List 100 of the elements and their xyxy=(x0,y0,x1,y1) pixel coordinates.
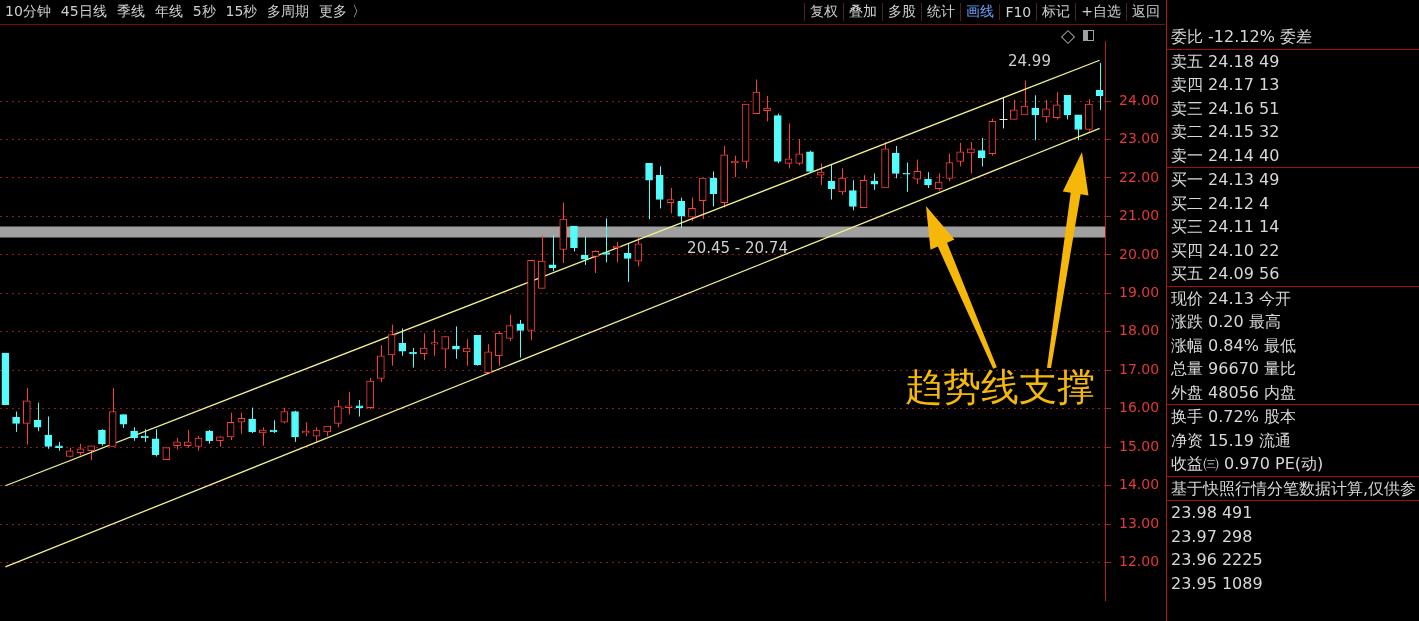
text: 15秒 xyxy=(224,3,259,21)
candlestick xyxy=(248,407,256,434)
text: 统计 xyxy=(921,3,961,21)
candlestick xyxy=(1052,91,1061,120)
candlestick xyxy=(602,217,610,263)
y-tick-label: 20.00 xyxy=(1119,245,1160,262)
text: 涨跌 0.20 最高 xyxy=(1170,311,1282,333)
text: 买三 24.11 14 xyxy=(1170,216,1281,238)
candlestick xyxy=(516,319,525,359)
text: 季线 xyxy=(115,3,146,21)
candlestick xyxy=(677,197,686,229)
text: 买五 24.09 56 xyxy=(1167,262,1419,287)
candlestick xyxy=(688,197,696,222)
candlestick xyxy=(967,141,975,174)
candlestick xyxy=(902,162,911,193)
y-tick-label: 15.00 xyxy=(1119,437,1160,454)
text: F10 xyxy=(999,4,1037,20)
candlestick xyxy=(849,179,857,211)
candlestick xyxy=(570,225,578,252)
y-tick-label: 24.00 xyxy=(1119,91,1160,108)
y-tick-label: 23.00 xyxy=(1119,130,1160,147)
candlestick xyxy=(623,243,632,283)
candlestick xyxy=(1031,94,1040,141)
candlestick xyxy=(505,314,514,342)
y-tick-label: 16.00 xyxy=(1119,399,1160,416)
y-tick-label: 13.00 xyxy=(1119,514,1160,531)
candlestick xyxy=(344,391,353,416)
candlestick xyxy=(634,237,643,267)
y-tick-label: 14.00 xyxy=(1119,476,1160,493)
candlestick xyxy=(838,167,846,196)
y-tick-label: 19.00 xyxy=(1119,284,1160,301)
annotation: 24.99 xyxy=(1008,52,1051,70)
candlestick xyxy=(945,153,954,182)
candlestick xyxy=(999,96,1008,129)
text: 标记 xyxy=(1036,3,1076,21)
candlestick xyxy=(1042,99,1050,124)
candlestick xyxy=(151,428,160,457)
y-tick-label: 17.00 xyxy=(1119,360,1160,377)
text: 卖一 24.14 40 xyxy=(1167,143,1419,168)
candlestick xyxy=(784,122,793,169)
text: 换手 0.72% 股本 xyxy=(1170,406,1297,428)
text: 卖五 24.18 49 xyxy=(1170,50,1281,73)
text: 23.98 491 xyxy=(1170,502,1254,524)
text: 买一 24.13 49 xyxy=(1170,169,1281,191)
text: 多股 xyxy=(882,3,922,21)
y-tick-label: 12.00 xyxy=(1119,553,1160,570)
text: 卖二 24.15 32 xyxy=(1170,121,1281,143)
candlestick xyxy=(33,402,42,432)
candlestick xyxy=(495,330,503,367)
text: 基于快照行情分笔数据计算,仅供参 xyxy=(1167,476,1419,501)
candlestick xyxy=(419,332,428,361)
candlestick xyxy=(237,412,246,435)
text: 买四 24.10 22 xyxy=(1170,239,1281,262)
candlestick xyxy=(891,145,900,179)
candlestick xyxy=(430,329,439,357)
text: 外盘 48056 内盘 xyxy=(1167,380,1419,405)
candlestick xyxy=(816,162,825,186)
candlestick xyxy=(441,335,450,369)
text: 净资 15.19 流通 xyxy=(1170,429,1292,452)
text: 更多 〉 xyxy=(318,3,367,21)
candlestick xyxy=(956,142,964,167)
candlestick xyxy=(398,327,407,357)
text: 买二 24.12 4 xyxy=(1170,192,1271,215)
text: +自选 xyxy=(1075,3,1126,21)
text: 收益㈢ 0.970 PE(动) xyxy=(1167,452,1419,477)
candlestick xyxy=(484,343,492,374)
candlestick xyxy=(591,249,600,274)
text: 卖三 24.16 51 xyxy=(1170,97,1281,120)
candlestick xyxy=(977,137,986,167)
text: 现价 24.13 今开 xyxy=(1170,287,1292,310)
candlestick xyxy=(334,399,342,428)
text: 委比 -12.12% 委差 xyxy=(1167,25,1419,50)
candlestick xyxy=(22,387,31,446)
text: 23.95 1089 xyxy=(1170,572,1264,595)
text: 卖四 24.17 13 xyxy=(1170,74,1281,96)
text: 涨幅 0.84% 最低 xyxy=(1170,334,1297,357)
annotation: 趋势线支撑 xyxy=(905,364,1095,411)
text: 叠加 xyxy=(843,3,883,21)
text: 总量 96670 量比 xyxy=(1170,358,1298,380)
text: 45日线 xyxy=(59,3,108,21)
y-tick-label: 18.00 xyxy=(1119,322,1160,339)
text: 23.96 2225 xyxy=(1170,549,1264,571)
candlestick xyxy=(698,177,707,220)
candlestick xyxy=(655,165,664,209)
text: 复权 xyxy=(804,3,844,21)
text: 年线 xyxy=(153,3,184,21)
candlestick xyxy=(1074,114,1083,141)
text: 画线 xyxy=(960,3,1000,21)
text: 5秒 xyxy=(191,3,217,21)
candlestick xyxy=(377,344,385,383)
text: 返回 xyxy=(1126,3,1165,21)
candlestick xyxy=(795,138,804,166)
text: 10分钟 xyxy=(4,3,52,21)
candlestick xyxy=(913,159,922,185)
candlestick xyxy=(44,415,53,450)
candlestick xyxy=(12,410,20,433)
candlestick xyxy=(666,187,675,214)
y-tick-label: 22.00 xyxy=(1119,168,1160,185)
text: 多周期 xyxy=(266,3,311,21)
y-tick-label: 21.00 xyxy=(1119,207,1160,224)
